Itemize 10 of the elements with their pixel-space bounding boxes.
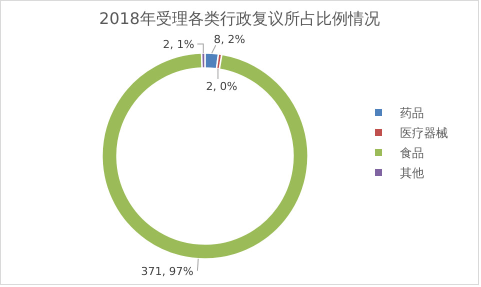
legend-label: 医疗器械: [400, 124, 448, 142]
data-label: 371, 97%: [141, 264, 194, 278]
legend-label: 其他: [400, 164, 424, 182]
data-label: 2, 0%: [206, 80, 238, 93]
legend-label: 药品: [400, 104, 424, 122]
legend-label: 食品: [400, 144, 424, 162]
donut-slice: [101, 52, 309, 260]
data-label: 2, 1%: [162, 38, 194, 52]
data-label: 8, 2%: [214, 33, 246, 46]
chart-title: 2018年受理各类行政复议所占比例情况: [98, 9, 381, 30]
